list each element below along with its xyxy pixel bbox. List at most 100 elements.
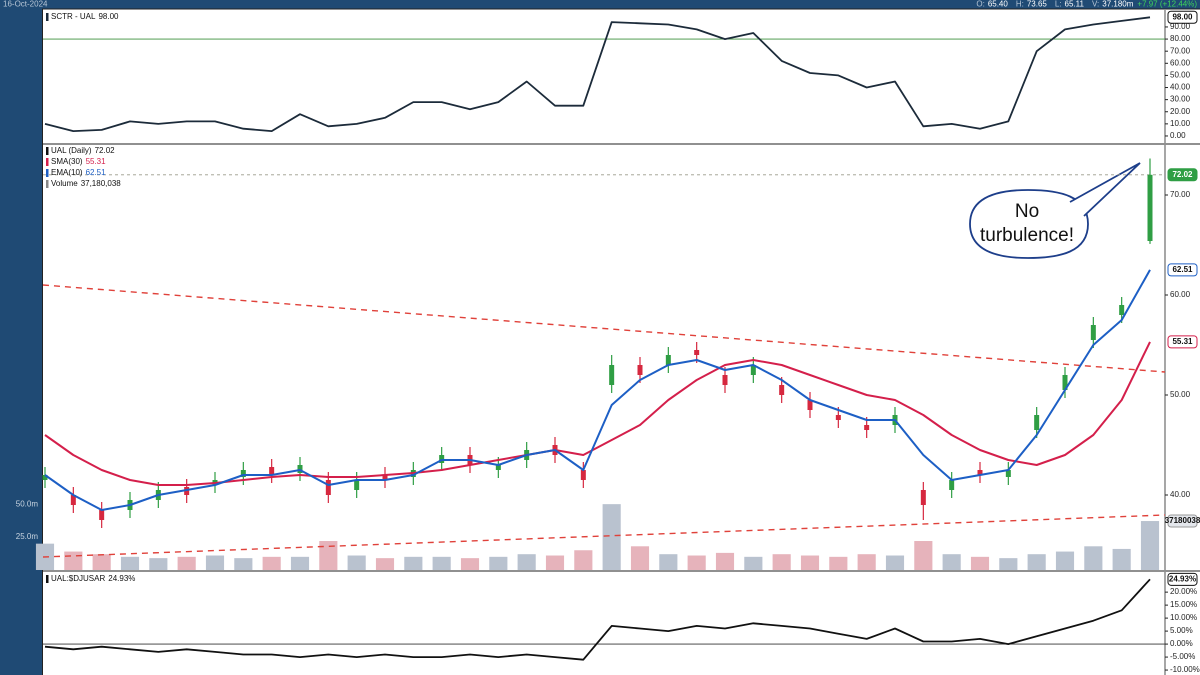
quote-change: +7.97 (+12.44%)	[1137, 0, 1197, 9]
volume-bar	[574, 550, 593, 570]
quote-value: 65.40	[988, 0, 1009, 9]
line-series	[44, 341, 1151, 486]
volume-bar	[630, 546, 650, 570]
top-bar	[0, 0, 1200, 9]
volume-bar	[857, 554, 876, 570]
value-tag-label: 72.02	[1172, 170, 1193, 179]
candle-body	[495, 465, 501, 470]
legend-entry: UAL (Daily) 72.02	[51, 146, 115, 155]
y-tick-label: 80.00	[1170, 34, 1191, 43]
candle-body	[240, 470, 246, 477]
volume-bar	[1112, 548, 1131, 570]
value-tag	[1167, 10, 1198, 24]
candle-body	[835, 415, 841, 420]
candle-body	[325, 480, 331, 495]
y-tick-label: 30.00	[1170, 95, 1191, 104]
volume-bar	[885, 555, 905, 570]
volume-bar	[602, 504, 621, 570]
volume-bar	[92, 554, 111, 570]
value-tag-label: 62.51	[1172, 265, 1193, 274]
candle-body	[864, 425, 870, 430]
y-tick-label: -5.00%	[1170, 652, 1195, 661]
legend-entry: SMA(30) 55.31	[51, 157, 106, 166]
volume-bar	[120, 556, 140, 570]
candle-body	[1034, 415, 1040, 430]
legend-text: 72.02	[95, 146, 116, 155]
legend-entry: EMA(10) 62.51	[51, 168, 106, 177]
legend-text: SCTR - UAL	[51, 12, 96, 21]
value-tag-label: 24.93%	[1169, 574, 1196, 583]
candle-body	[609, 365, 615, 385]
y-tick-label: 0.00%	[1170, 639, 1193, 648]
y-tick-label: 50.00	[1170, 390, 1191, 399]
value-tag	[1167, 514, 1198, 528]
volume-bar	[234, 558, 253, 570]
legend-entry: Volume 37,180,038	[51, 179, 121, 188]
value-tag-label: 98.00	[1172, 12, 1193, 21]
candle-body	[750, 365, 756, 375]
volume-bar	[942, 554, 961, 570]
value-tag-label: 37180038	[1165, 516, 1200, 525]
candle-body	[977, 470, 983, 475]
callout-bubble	[969, 189, 1089, 259]
candle-body	[42, 475, 48, 480]
candle-body	[637, 365, 643, 375]
legend-text: UAL (Daily)	[51, 146, 92, 155]
volume-bar	[999, 558, 1018, 570]
volume-bar	[205, 555, 225, 570]
value-tag	[1167, 263, 1198, 277]
legend-swatch	[46, 13, 49, 21]
volume-bar	[715, 552, 735, 570]
candle-body	[807, 400, 813, 410]
volume-bar	[64, 551, 83, 570]
quote-value: 65.11	[1065, 0, 1085, 9]
volume-bar	[1027, 554, 1046, 570]
candle-body	[580, 470, 586, 480]
y-tick-label: 20.00%	[1170, 587, 1197, 596]
candle-body	[1005, 470, 1011, 477]
legend-text: UAL:$DJUSAR	[51, 574, 105, 583]
quote-key: H:	[1016, 0, 1024, 9]
y-tick-label: 90.00	[1170, 22, 1191, 31]
legend-text: EMA(10)	[51, 168, 83, 177]
y-tick-label: 20.00	[1170, 107, 1191, 116]
volume-bar	[1084, 546, 1103, 570]
legend-swatch	[46, 169, 49, 177]
y-tick-label: 0.00	[1170, 131, 1186, 140]
y-tick-label: 70.00	[1170, 190, 1191, 199]
candle-body	[297, 465, 303, 473]
line-series	[44, 578, 1151, 661]
callout-text: No turbulence!	[980, 201, 1075, 246]
legend-text: 98.00	[98, 12, 119, 21]
volume-tick-label: 25.0m	[16, 532, 39, 541]
volume-bar	[1055, 551, 1075, 570]
legend-swatch	[46, 147, 49, 155]
volume-bar	[829, 556, 848, 570]
legend-text: 37,180,038	[81, 179, 122, 188]
volume-bar	[744, 556, 763, 570]
candle-body	[1090, 325, 1096, 340]
volume-bar	[347, 555, 366, 570]
quote-key: O:	[976, 0, 984, 9]
volume-bar	[1140, 521, 1160, 570]
candle-body	[665, 355, 671, 365]
legend-text: 55.31	[86, 157, 107, 166]
volume-bar	[432, 556, 451, 570]
legend-swatch	[46, 180, 49, 188]
candle-body	[949, 480, 955, 490]
candle-body	[779, 385, 785, 395]
volume-bar	[659, 554, 678, 570]
header-quote: O: 65.40 H: 73.65 L: 65.11 V: 37.180m +7.97 (+12…	[976, 0, 1197, 9]
candle-body	[382, 475, 388, 480]
header-date: 16-Oct-2024	[3, 0, 48, 9]
candle-body	[1062, 375, 1068, 390]
volume-bar	[319, 541, 338, 570]
volume-bar	[460, 558, 480, 570]
y-tick-label: 5.00%	[1170, 626, 1193, 635]
trendline	[42, 284, 1166, 373]
volume-tick-label: 50.0m	[16, 499, 39, 508]
volume-bar	[262, 556, 281, 570]
volume-bar	[545, 555, 565, 570]
